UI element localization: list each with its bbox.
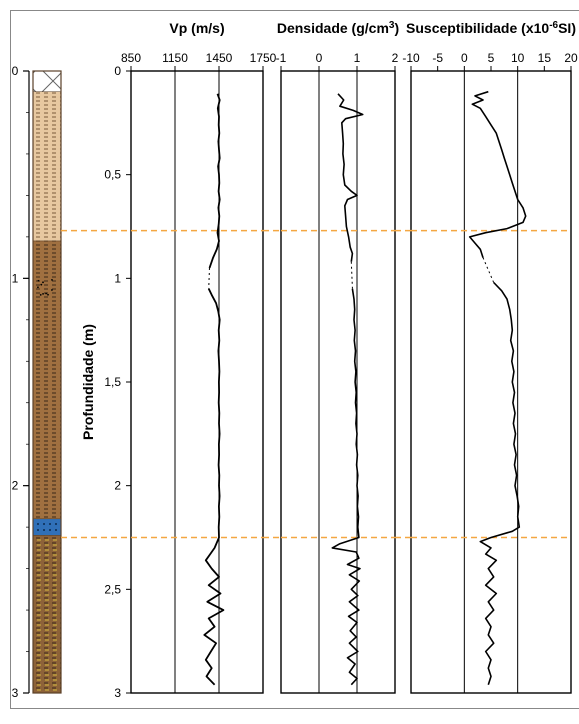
panel-dens: -1 0 1 2 Densidade (g/cm3) — [276, 20, 399, 694]
panel-susc: -10 -5 0 5 10 15 20 Susceptibilidade (x10-6SI) — [402, 20, 578, 694]
panel-title-dens: Densidade (g/cm3) — [277, 20, 399, 37]
svg-text:2: 2 — [392, 51, 399, 65]
svg-text:0,5: 0,5 — [104, 168, 121, 182]
svg-text:1: 1 — [354, 51, 361, 65]
svg-text:10: 10 — [511, 51, 525, 65]
svg-text:3: 3 — [12, 686, 19, 700]
svg-text:1,5: 1,5 — [104, 375, 121, 389]
svg-text:5: 5 — [488, 51, 495, 65]
core-column — [33, 71, 61, 693]
svg-text:1750: 1750 — [250, 51, 277, 65]
panel-vp: 850 1150 1450 1750 Vp (m/s) 0 0,5 1 1,5 2 2,5 3 Prof… — [80, 20, 277, 700]
panel-title-susc: Susceptibilidade (x10-6SI) — [406, 20, 576, 37]
svg-text:0: 0 — [316, 51, 323, 65]
svg-text:0: 0 — [461, 51, 468, 65]
svg-text:3: 3 — [114, 686, 121, 700]
svg-text:0: 0 — [12, 64, 19, 78]
svg-text:-1: -1 — [276, 51, 287, 65]
panel-title-vp: Vp (m/s) — [169, 20, 224, 36]
svg-text:1: 1 — [114, 271, 121, 285]
figure-frame: 0123850115014501750Vp (m/s)00,511,522,53… — [10, 10, 579, 709]
svg-text:2,5: 2,5 — [104, 582, 121, 596]
svg-text:1: 1 — [12, 271, 19, 285]
svg-text:1450: 1450 — [206, 51, 233, 65]
svg-text:0: 0 — [114, 64, 121, 78]
svg-text:850: 850 — [121, 51, 141, 65]
svg-text:2: 2 — [114, 479, 121, 493]
svg-text:2: 2 — [12, 479, 19, 493]
y-axis-label: Profundidade (m) — [80, 324, 96, 440]
svg-text:20: 20 — [564, 51, 578, 65]
svg-text:15: 15 — [538, 51, 552, 65]
svg-text:-5: -5 — [432, 51, 443, 65]
svg-text:-10: -10 — [402, 51, 420, 65]
svg-text:1150: 1150 — [162, 51, 188, 65]
